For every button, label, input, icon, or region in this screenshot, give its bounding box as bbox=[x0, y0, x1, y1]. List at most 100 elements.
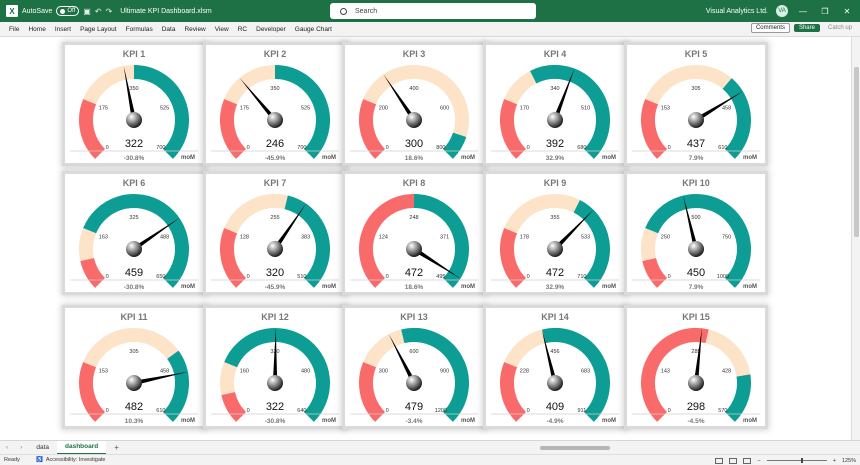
kpi-card[interactable]: KPI 15 0 143 285 428 570 298 -4.5% moM bbox=[627, 308, 765, 426]
gauge-scale-label: 350 bbox=[129, 86, 138, 92]
tab-developer[interactable]: Developer bbox=[256, 25, 286, 33]
tab-file[interactable]: File bbox=[9, 25, 20, 33]
zoom-slider[interactable] bbox=[766, 458, 827, 463]
accessibility-status[interactable]: ♿ Accessibility: Investigate bbox=[36, 457, 105, 463]
kpi-card[interactable]: KPI 2 0 175 350 525 700 246 -45.9% moM bbox=[206, 45, 344, 163]
tab-formulas[interactable]: Formulas bbox=[125, 25, 153, 33]
search-box[interactable]: Search bbox=[330, 3, 536, 19]
avatar[interactable]: VA bbox=[776, 5, 788, 17]
redo-icon[interactable]: ↷ bbox=[105, 6, 113, 16]
kpi-card[interactable]: KPI 1 0 175 350 525 700 322 -30.8% moM bbox=[65, 45, 203, 163]
horizontal-scroll-thumb[interactable] bbox=[540, 446, 610, 450]
worksheet-grid[interactable]: KPI 1 0 175 350 525 700 322 -30.8% moM KPI 2 0 175 3… bbox=[0, 37, 851, 440]
kpi-card[interactable]: KPI 13 0 300 600 900 1200 479 -3.4% moM bbox=[345, 308, 483, 426]
kpi-period-tag: moM bbox=[461, 284, 475, 290]
gauge-needle bbox=[239, 77, 277, 122]
kpi-card[interactable]: KPI 120160320480640322-30.8%moM bbox=[206, 308, 344, 426]
gauge-scale-label: 510 bbox=[297, 274, 306, 280]
gauge-scale-label: 0 bbox=[106, 408, 109, 414]
gauge-band-red bbox=[221, 391, 247, 422]
kpi-change: 32.9% bbox=[546, 155, 565, 162]
gauge-scale-label: 480 bbox=[301, 369, 310, 375]
gauge-scale-label: 340 bbox=[550, 86, 559, 92]
tab-insert[interactable]: Insert bbox=[54, 25, 72, 33]
zoom-out-icon[interactable]: − bbox=[757, 457, 761, 464]
zoom-in-icon[interactable]: + bbox=[832, 457, 836, 464]
gauge-needle bbox=[553, 209, 594, 251]
kpi-card[interactable]: KPI 4 0 170 340 510 680 392 32.9% moM bbox=[486, 45, 624, 163]
minimize-icon[interactable]: — bbox=[799, 6, 807, 16]
gauge-needle bbox=[388, 334, 416, 384]
tab-home[interactable]: Home bbox=[28, 25, 46, 33]
tab-prev-icon[interactable]: ‹ bbox=[6, 444, 9, 451]
zoom-level[interactable]: 125% bbox=[841, 457, 856, 464]
page-layout-view-icon[interactable] bbox=[729, 457, 738, 464]
gauge-hub-icon bbox=[688, 375, 704, 391]
tab-data[interactable]: Data bbox=[161, 25, 176, 33]
gauge-hub-icon bbox=[267, 241, 283, 257]
gauge-scale-label: 124 bbox=[379, 235, 388, 241]
gauge-scale-label: 1000 bbox=[717, 274, 729, 280]
close-icon[interactable]: ✕ bbox=[843, 6, 851, 16]
gauge-band-teal bbox=[530, 65, 610, 159]
restore-icon[interactable]: ❐ bbox=[821, 6, 829, 16]
gauge-hub-icon bbox=[406, 241, 422, 257]
catch-up-button[interactable]: Catch up bbox=[827, 25, 852, 31]
kpi-card[interactable]: KPI 8 0 124 248 371 495 472 18.6% moM bbox=[345, 174, 483, 292]
kpi-card[interactable]: KPI 10 0 250 500 750 1000 450 7.9% moM bbox=[627, 174, 765, 292]
tab-rc[interactable]: RC bbox=[237, 25, 248, 33]
kpi-title: KPI 5 bbox=[685, 49, 708, 59]
tab-review[interactable]: Review bbox=[184, 25, 206, 33]
undo-icon[interactable]: ↶ bbox=[94, 6, 102, 16]
kpi-card[interactable]: KPI 6 0 163 325 488 650 459 -30.8% moM bbox=[65, 174, 203, 292]
kpi-gauge-chart: KPI 8 0 124 248 371 495 472 18.6% moM bbox=[350, 178, 478, 291]
gauge-band-peach bbox=[504, 70, 537, 105]
vertical-scroll-thumb[interactable] bbox=[854, 67, 859, 237]
kpi-period-tag: moM bbox=[322, 284, 336, 290]
gauge-band-peach bbox=[363, 64, 469, 137]
autosave-toggle[interactable]: Off bbox=[56, 6, 80, 16]
gauge-hub-icon bbox=[406, 375, 422, 391]
kpi-card[interactable]: KPI 11 0 153 305 458 610 482 10.3% moM bbox=[65, 308, 203, 426]
gauge-needle bbox=[693, 328, 702, 384]
add-sheet-icon[interactable]: + bbox=[114, 443, 119, 452]
account-name[interactable]: Visual Analytics Ltd. bbox=[705, 7, 768, 15]
comments-button[interactable]: Comments bbox=[750, 23, 790, 33]
gauge-hub-icon bbox=[547, 241, 563, 257]
tab-next-icon[interactable]: › bbox=[20, 444, 23, 451]
kpi-period-tag: moM bbox=[181, 418, 195, 424]
gauge-scale-label: 0 bbox=[386, 145, 389, 151]
gauge-band-red bbox=[642, 257, 668, 288]
kpi-card[interactable]: KPI 7 0 128 255 383 510 320 -45.9% moM bbox=[206, 174, 344, 292]
tab-page-layout[interactable]: Page Layout bbox=[80, 25, 117, 33]
kpi-change: -30.8% bbox=[124, 284, 145, 291]
kpi-card[interactable]: KPI 5 0 153 305 458 610 437 7.9% moM bbox=[627, 45, 765, 163]
normal-view-icon[interactable] bbox=[715, 457, 724, 464]
sheet-tab-dashboard[interactable]: dashboard bbox=[57, 440, 107, 455]
zoom-knob[interactable] bbox=[800, 458, 803, 463]
gauge-scale-label: 488 bbox=[160, 235, 169, 241]
kpi-card[interactable]: KPI 3 0 200 400 600 800 300 18.6% moM bbox=[345, 45, 483, 163]
share-button[interactable]: Share bbox=[793, 24, 820, 32]
horizontal-scrollbar[interactable] bbox=[520, 445, 840, 451]
status-ready: Ready bbox=[4, 457, 20, 463]
kpi-card[interactable]: KPI 9 0 178 355 533 710 472 32.9% moM bbox=[486, 174, 624, 292]
kpi-period-tag: moM bbox=[461, 155, 475, 161]
tab-gauge-chart[interactable]: Gauge Chart bbox=[294, 25, 332, 33]
sheet-tab-data[interactable]: data bbox=[36, 444, 49, 451]
save-icon[interactable]: ▣ bbox=[83, 6, 91, 16]
gauge-scale-label: 350 bbox=[270, 86, 279, 92]
tab-view[interactable]: View bbox=[214, 25, 229, 33]
page-break-view-icon[interactable] bbox=[743, 457, 752, 464]
gauge-band-red bbox=[79, 98, 106, 159]
gauge-hub-icon bbox=[688, 241, 704, 257]
gauge-band-peach bbox=[645, 65, 732, 105]
gauge-scale-label: 610 bbox=[718, 145, 727, 151]
kpi-card[interactable]: KPI 14 0 228 456 683 911 409 -4.9% moM bbox=[486, 308, 624, 426]
kpi-change: -30.8% bbox=[265, 418, 286, 425]
gauge-needle bbox=[552, 68, 575, 121]
vertical-scrollbar[interactable] bbox=[851, 37, 860, 440]
kpi-title: KPI 6 bbox=[123, 178, 146, 188]
gauge-needle bbox=[383, 74, 416, 122]
file-name[interactable]: Ultimate KPI Dashboard.xlsm bbox=[120, 7, 212, 15]
